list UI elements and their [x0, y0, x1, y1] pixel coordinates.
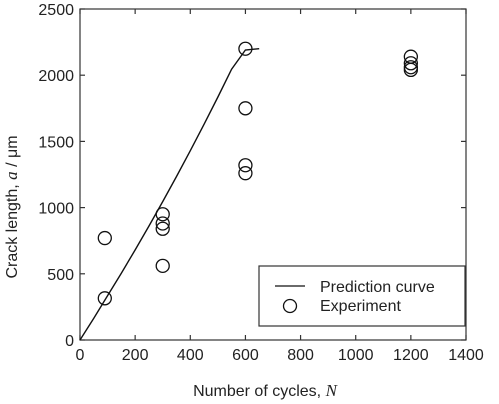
y-axis-title-text: Crack length,: [4, 180, 21, 279]
experiment-point: [238, 41, 253, 56]
legend: Prediction curve Experiment: [258, 265, 466, 327]
experiment-point: [155, 221, 170, 236]
experiment-point: [238, 101, 253, 116]
x-axis-title: Number of cycles, N: [193, 381, 338, 400]
experiment-point: [97, 291, 112, 306]
x-tick-label: 400: [177, 347, 204, 364]
y-tick-label: 2500: [38, 2, 74, 19]
experiment-point: [155, 216, 170, 231]
plot-frame: [79, 8, 467, 341]
experiment-point: [403, 56, 419, 71]
y-tick-label: 2000: [38, 68, 74, 85]
y-axis-unit: / μm: [4, 135, 21, 171]
legend-circle-swatch: [282, 298, 298, 314]
y-tick-label: 500: [47, 267, 74, 284]
y-tick-label: 1000: [38, 201, 74, 218]
experiment-point: [238, 166, 253, 181]
experiment-point: [155, 258, 170, 274]
y-tick-label: 1500: [38, 134, 74, 151]
experiment-point: [238, 158, 253, 173]
experiment-point: [403, 62, 419, 78]
experiment-point: [155, 207, 170, 222]
x-axis-variable: N: [325, 381, 339, 400]
experiment-point: [97, 230, 112, 246]
x-tick-label: 800: [287, 347, 314, 364]
legend-label-prediction: Prediction curve: [320, 279, 435, 296]
legend-box: [258, 265, 466, 327]
y-axis-variable: a: [2, 171, 21, 180]
y-axis-title: Crack length, a / μm: [2, 135, 21, 278]
x-tick-label: 600: [232, 347, 259, 364]
x-tick-label: 200: [122, 347, 149, 364]
x-axis-title-text: Number of cycles,: [193, 383, 325, 400]
x-tick-label: 0: [76, 347, 85, 364]
y-tick-label: 0: [65, 333, 74, 350]
x-tick-label: 1000: [338, 347, 374, 364]
x-tick-label: 1400: [448, 347, 484, 364]
x-tick-label: 1200: [393, 347, 429, 364]
prediction-curve-line: [79, 48, 260, 341]
legend-label-experiment: Experiment: [320, 298, 401, 315]
